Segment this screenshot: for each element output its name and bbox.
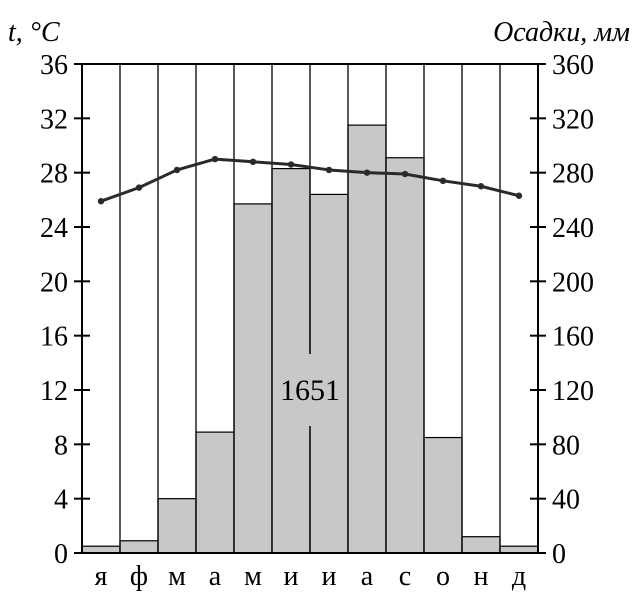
annotation-background xyxy=(274,354,346,426)
precipitation-bar xyxy=(233,203,273,554)
precipitation-bar xyxy=(385,157,425,554)
month-label: я xyxy=(95,561,108,592)
month-label: и xyxy=(284,561,299,592)
left-tick-label: 16 xyxy=(40,322,68,353)
annual-precipitation-label: 1651 xyxy=(280,374,340,407)
precipitation-bar xyxy=(461,536,501,554)
month-label: с xyxy=(399,561,411,592)
left-tick-label: 32 xyxy=(40,104,68,135)
precipitation-bar xyxy=(157,498,197,554)
right-tick-label: 280 xyxy=(552,159,594,190)
left-tick-label: 24 xyxy=(40,213,68,244)
left-tick-label: 28 xyxy=(40,159,68,190)
right-axis-tick-labels: 0 40 80 120 160 200 240 280 320 360 xyxy=(552,50,594,570)
right-axis-title: Осадки, мм xyxy=(493,17,630,48)
month-label: м xyxy=(244,561,262,592)
temperature-point xyxy=(363,169,371,176)
temperature-point xyxy=(477,183,485,190)
month-label: н xyxy=(474,561,489,592)
right-tick-label: 200 xyxy=(552,267,594,298)
left-axis-tick-labels: 0 4 8 12 16 20 24 28 32 36 xyxy=(40,50,68,570)
axis-ticks xyxy=(74,63,546,554)
right-tick-label: 160 xyxy=(552,322,594,353)
plot-frame xyxy=(81,63,539,554)
month-label: ф xyxy=(130,561,148,592)
month-label: м xyxy=(168,561,186,592)
temperature-point xyxy=(401,170,409,178)
month-label: и xyxy=(322,561,337,592)
right-tick-label: 80 xyxy=(552,430,580,461)
temperature-series xyxy=(97,155,523,205)
right-tick-label: 320 xyxy=(552,104,594,135)
temperature-point xyxy=(97,197,105,205)
left-tick-label: 20 xyxy=(40,267,68,298)
right-tick-label: 0 xyxy=(552,539,566,570)
right-tick-label: 40 xyxy=(552,485,580,516)
precipitation-bar xyxy=(423,436,463,554)
temperature-point xyxy=(325,166,333,174)
left-tick-label: 4 xyxy=(54,485,68,516)
left-tick-label: 12 xyxy=(40,376,68,407)
precipitation-bar xyxy=(499,545,539,554)
month-label: о xyxy=(436,561,450,592)
temperature-point xyxy=(439,177,447,185)
temperature-point xyxy=(515,192,523,199)
left-tick-label: 0 xyxy=(54,539,68,570)
right-tick-label: 240 xyxy=(552,213,594,244)
precipitation-bar xyxy=(195,431,235,554)
precipitation-bar xyxy=(119,540,159,554)
month-label: д xyxy=(512,561,526,592)
month-label: а xyxy=(209,561,222,592)
month-label: а xyxy=(361,561,374,592)
temperature-line xyxy=(100,157,520,203)
right-tick-label: 120 xyxy=(552,376,594,407)
precipitation-bar xyxy=(347,124,387,554)
temperature-point xyxy=(287,161,295,168)
vertical-grid xyxy=(119,64,501,553)
left-tick-label: 36 xyxy=(40,50,68,81)
precipitation-bar xyxy=(81,545,121,554)
temperature-point xyxy=(135,184,143,191)
left-tick-label: 8 xyxy=(54,430,68,461)
temperature-point xyxy=(249,158,257,165)
left-axis-title: t, °C xyxy=(8,17,60,48)
temperature-point xyxy=(211,155,219,163)
temperature-point xyxy=(173,166,181,174)
right-tick-label: 360 xyxy=(552,50,594,81)
